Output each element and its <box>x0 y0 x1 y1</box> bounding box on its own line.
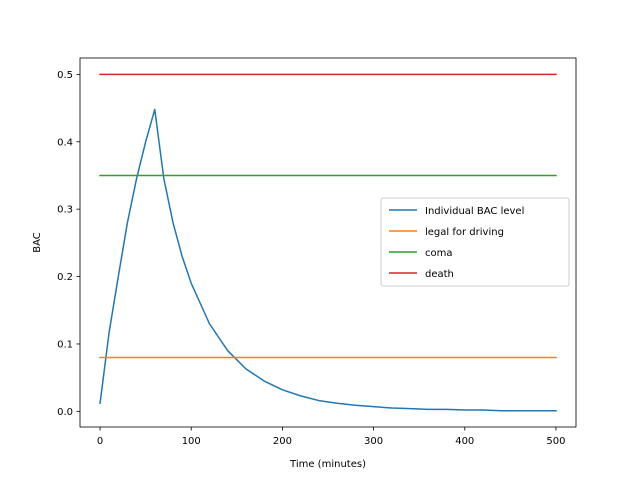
y-tick-label: 0.0 <box>57 407 73 418</box>
y-tick-label: 0.2 <box>57 272 73 283</box>
y-tick-label: 0.1 <box>57 339 73 350</box>
x-tick-label: 0 <box>97 436 103 447</box>
x-axis-label: Time (minutes) <box>289 459 366 470</box>
legend: Individual BAC level legal for driving com… <box>380 197 570 287</box>
x-tick-label: 400 <box>455 436 474 447</box>
series-layer <box>99 73 557 412</box>
y-tick-label: 0.5 <box>57 70 73 81</box>
axes-frame <box>79 57 577 428</box>
y-tick-label: 0.4 <box>57 137 73 148</box>
x-tick-label: 200 <box>273 436 292 447</box>
legend-label: legal for driving <box>425 227 504 238</box>
y-axis: 0.0 0.1 0.2 0.3 0.4 0.5 <box>57 70 80 418</box>
x-tick-label: 300 <box>364 436 383 447</box>
legend-label: death <box>425 269 454 280</box>
x-axis: 0 100 200 300 400 500 <box>97 427 565 447</box>
legend-label: Individual BAC level <box>425 206 524 217</box>
y-tick-label: 0.3 <box>57 205 73 216</box>
x-tick-label: 100 <box>182 436 201 447</box>
legend-box <box>380 197 570 287</box>
y-axis-label: BAC <box>32 232 43 253</box>
x-tick-label: 500 <box>546 436 565 447</box>
series-line-individual-bac-level <box>99 108 557 412</box>
legend-label: coma <box>425 248 453 259</box>
